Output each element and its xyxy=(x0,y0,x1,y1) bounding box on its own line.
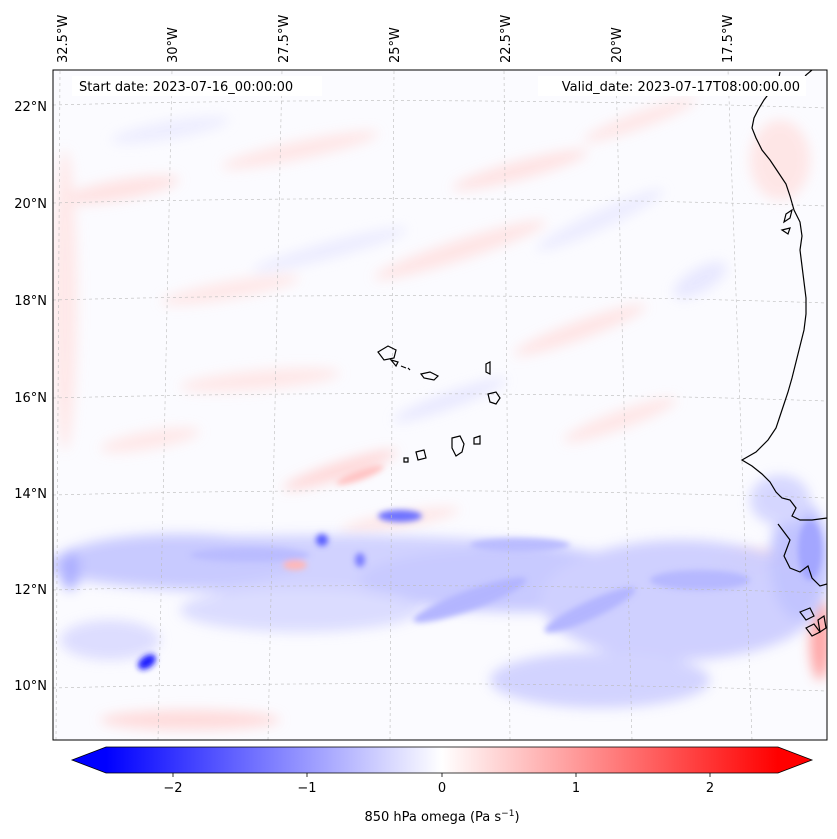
lon-label: 32.5°W xyxy=(56,15,71,63)
lat-label: 12°N xyxy=(14,583,47,598)
omega-field xyxy=(53,98,827,730)
lon-label: 22.5°W xyxy=(499,15,514,63)
lat-label: 14°N xyxy=(14,487,47,502)
colorbar-label: 850 hPa omega (Pa s−1) xyxy=(364,809,519,825)
valid-date-box xyxy=(538,76,806,96)
lon-label: 27.5°W xyxy=(277,15,292,63)
longitude-labels: 32.5°W 30°W 27.5°W 25°W 22.5°W 20°W 17.5… xyxy=(56,15,736,63)
lat-label: 20°N xyxy=(14,197,47,212)
coastline xyxy=(377,70,827,637)
colorbar-max-extend xyxy=(778,747,812,773)
colorbar-outline xyxy=(70,746,814,774)
lat-label: 22°N xyxy=(14,100,47,115)
colorbar-tick: 1 xyxy=(572,781,580,796)
lon-label: 30°W xyxy=(166,27,181,63)
start-date-box xyxy=(72,76,322,96)
colorbar-tick: 0 xyxy=(438,781,446,796)
lon-label: 17.5°W xyxy=(721,15,736,63)
plot-frame xyxy=(52,69,828,741)
lon-label: 25°W xyxy=(388,27,403,63)
island-santo-antao xyxy=(377,345,397,361)
start-date-label: Start date: 2023-07-16_00:00:00 xyxy=(79,80,293,95)
lat-label: 16°N xyxy=(14,391,47,406)
lon-label: 20°W xyxy=(610,27,625,63)
colorbar-body xyxy=(106,747,778,773)
colorbar-tick: −1 xyxy=(297,781,316,796)
colorbar-tick: 2 xyxy=(706,781,714,796)
lat-label: 10°N xyxy=(14,679,47,694)
lat-label: 18°N xyxy=(14,294,47,309)
colorbar: −2 −1 0 1 2 850 hPa omega (Pa s−1) xyxy=(70,746,814,825)
colorbar-tick: −2 xyxy=(163,781,182,796)
graticule xyxy=(53,70,827,740)
colorbar-min-extend xyxy=(72,747,106,773)
island-santiago xyxy=(451,435,465,457)
valid-date-label: Valid_date: 2023-07-17T08:00:00.00 xyxy=(562,80,800,95)
latitude-labels: 22°N 20°N 18°N 16°N 14°N 12°N 10°N xyxy=(14,100,47,694)
